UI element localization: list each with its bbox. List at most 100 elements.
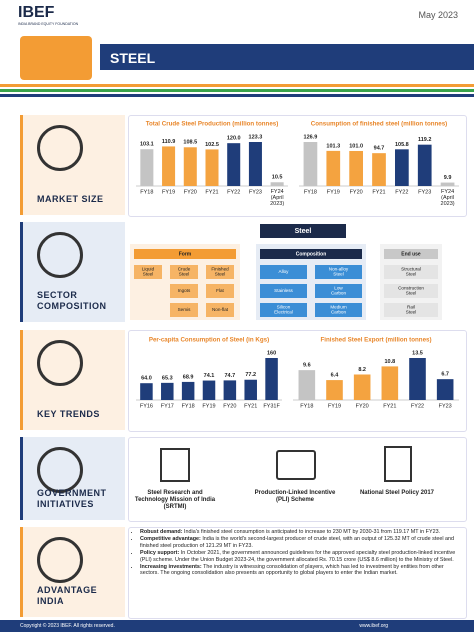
section: SECTOR COMPOSITION — [20, 222, 125, 322]
item-box — [384, 303, 438, 317]
x-tick-label: FY23 — [439, 403, 452, 409]
item-label: Crude Steel — [178, 267, 191, 277]
chart-title: Per-capita Consumption of Steel (in Kgs) — [149, 337, 269, 344]
data-label: 64.0 — [141, 376, 152, 382]
group-head — [384, 249, 438, 259]
item-label: Ingots — [178, 288, 191, 293]
bar — [353, 374, 371, 400]
copyright: Copyright © 2023 IBEF. All rights reserv… — [20, 623, 115, 629]
bar — [162, 146, 176, 186]
data-label: 77.2 — [245, 372, 256, 378]
stripe — [0, 94, 474, 97]
bar — [140, 149, 154, 186]
item-box — [384, 265, 438, 279]
item-label: Finished Steel — [211, 267, 229, 277]
x-tick-label: FY19 — [162, 189, 175, 195]
data-label: 65.3 — [162, 375, 173, 381]
bar — [409, 358, 426, 400]
chart-title: Consumption of finished steel (million t… — [311, 121, 447, 128]
item-box — [260, 284, 307, 298]
brand: IBEF — [18, 4, 55, 21]
x-tick-label: FY21 — [205, 189, 218, 195]
x-tick-label: FY22 — [411, 403, 424, 409]
data-label: 74.7 — [224, 373, 235, 379]
icon — [37, 340, 83, 386]
chart: Total Crude Steel Production (million to… — [136, 121, 288, 207]
data-label: 110.9 — [162, 139, 175, 145]
item-box — [260, 265, 307, 279]
data-label: 74.1 — [204, 373, 215, 379]
item-box — [315, 265, 362, 279]
item-label: Low Carbon — [331, 286, 347, 296]
x-tick-label: FY22 — [395, 189, 408, 195]
x-tick-label: FY18 — [300, 403, 313, 409]
x-tick-label: FY20 — [350, 189, 363, 195]
item-box — [170, 284, 198, 298]
data-label: 105.8 — [395, 142, 409, 148]
bar — [270, 182, 284, 186]
x-tick-label: FY24 (April 2023) — [270, 189, 284, 207]
x-tick-label: FY20 — [356, 403, 369, 409]
data-label: 101.3 — [326, 143, 340, 149]
item-label: Structural Steel — [401, 267, 421, 277]
chart-title: Total Crude Steel Production (million to… — [146, 121, 279, 128]
x-tick-label: FY16 — [140, 403, 153, 409]
item-label: Rail Steel — [406, 305, 416, 315]
bar — [436, 379, 454, 400]
advantage-head: Competitive advantage: — [140, 536, 201, 543]
icon — [160, 448, 190, 482]
item-box — [206, 303, 234, 317]
bar — [303, 142, 318, 186]
site: www.ibef.org — [359, 623, 388, 629]
bar — [372, 153, 386, 186]
x-tick-label: FY20 — [223, 403, 236, 409]
card — [128, 527, 467, 619]
bar — [244, 379, 257, 400]
card — [128, 437, 467, 522]
title: STEEL — [110, 50, 156, 66]
bar — [298, 370, 316, 400]
data-label: 6.4 — [331, 373, 340, 379]
section-label: KEY TRENDS — [37, 409, 100, 419]
advantage: Robust demand: India's finished steel co… — [140, 529, 462, 535]
item-box — [206, 284, 234, 298]
bar — [227, 143, 241, 186]
item-label: Stainless — [274, 288, 293, 293]
data-label: 102.5 — [205, 142, 219, 148]
x-tick-label: FY19 — [202, 403, 215, 409]
x-tick-label: FY19 — [328, 403, 341, 409]
x-tick-label: FY23 — [418, 189, 431, 195]
item-box — [170, 303, 198, 317]
bar — [202, 380, 216, 400]
card — [128, 115, 467, 217]
data-label: 10.5 — [272, 175, 283, 181]
title-bar — [100, 44, 474, 70]
bar — [248, 142, 262, 186]
item-label: Non-alloy Steel — [329, 267, 349, 277]
bar — [265, 358, 278, 400]
section-label: MARKET SIZE — [37, 194, 104, 204]
icon — [37, 125, 83, 171]
section: KEY TRENDS — [20, 330, 125, 430]
advantage: Increasing investments: The industry is … — [140, 564, 462, 577]
item-label: Silicon Electrical — [274, 305, 293, 315]
group-head — [134, 249, 236, 259]
card — [128, 330, 467, 432]
advantage: Policy support: In October 2021, the gov… — [140, 550, 462, 563]
advantages: Robust demand: India's finished steel co… — [132, 529, 462, 578]
advantage-text: India's finished steel consumption is an… — [184, 529, 441, 535]
x-tick-label: FY17 — [161, 403, 174, 409]
section: GOVERNMENT INITIATIVES — [20, 437, 125, 520]
item-box — [315, 303, 362, 317]
item-label: Liquid Steel — [142, 267, 155, 277]
x-tick-label: FY31F — [263, 403, 280, 409]
logo-art — [20, 36, 92, 80]
composition-diagram: Steel Form Liquid Steel Crude Steel Finished St… — [130, 224, 442, 320]
bar — [326, 380, 343, 400]
bar — [223, 380, 237, 400]
advantage: Competitive advantage: India is the worl… — [140, 536, 462, 549]
item-label: Alloy — [279, 269, 290, 274]
data-label: 101.0 — [349, 143, 363, 149]
icon — [37, 232, 83, 278]
